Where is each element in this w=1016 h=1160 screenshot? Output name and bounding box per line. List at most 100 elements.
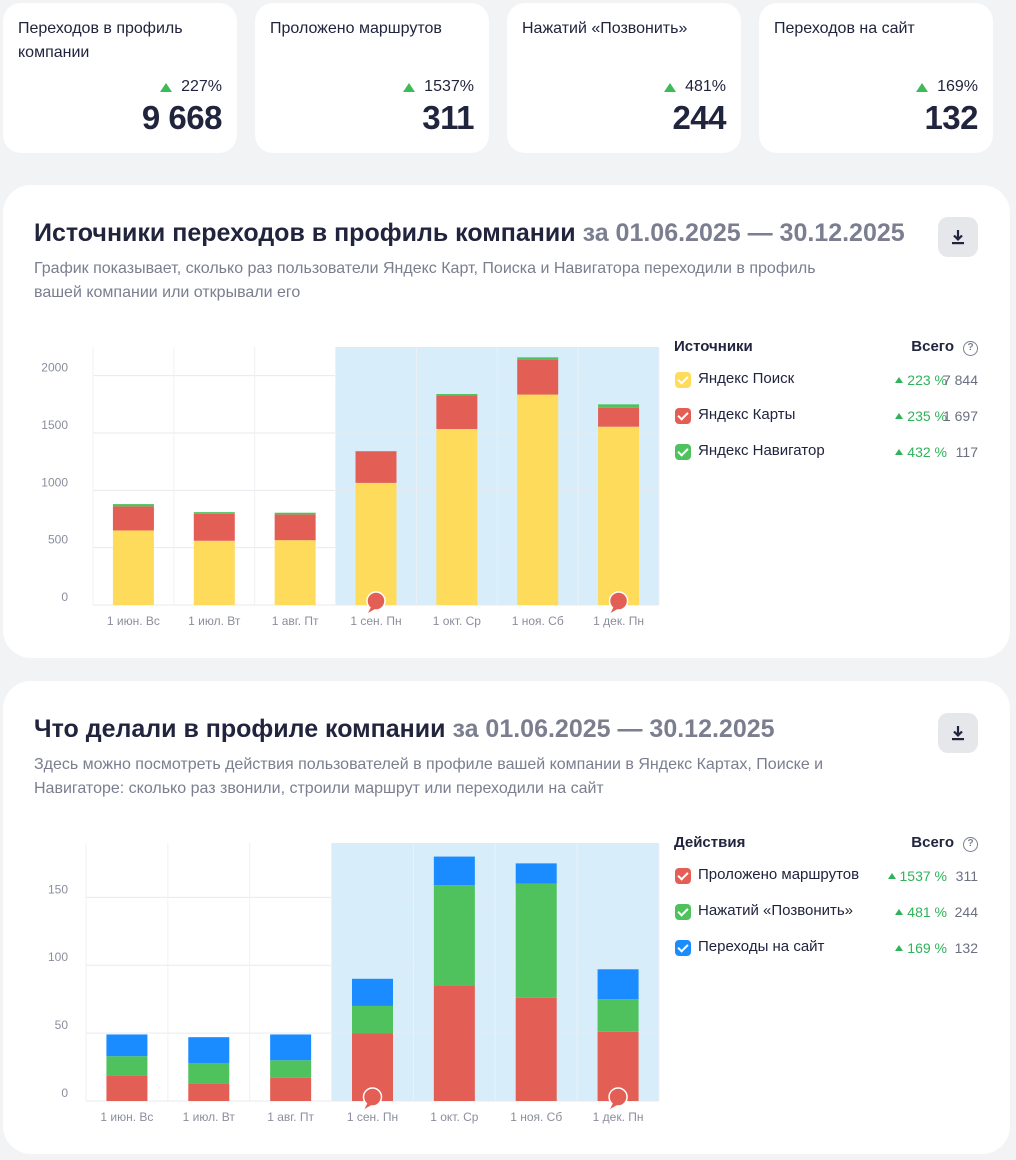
legend-total: 244	[954, 904, 978, 920]
bar-segment[interactable]	[517, 359, 559, 395]
bar-segment[interactable]	[106, 1034, 148, 1057]
download-button[interactable]	[938, 217, 978, 257]
legend-delta-value: 432 %	[907, 444, 947, 460]
bar-segment[interactable]	[515, 883, 557, 998]
bar-segment[interactable]	[106, 1075, 148, 1101]
bar-segment[interactable]	[112, 530, 154, 605]
arrow-up-icon	[916, 82, 929, 92]
bar-segment[interactable]	[355, 482, 397, 605]
bar-segment[interactable]	[517, 357, 559, 360]
bar-segment[interactable]	[515, 863, 557, 884]
stat-card-routes: Проложено маршрутов 1537% 311	[255, 3, 489, 153]
panel-title-text: Источники переходов в профиль компании	[34, 219, 576, 247]
legend-title: Действия	[674, 834, 746, 851]
bar-segment[interactable]	[598, 404, 640, 408]
bar-segment[interactable]	[193, 512, 235, 514]
legend-total-header: Всего	[911, 338, 954, 355]
comment-marker-icon[interactable]	[366, 591, 386, 613]
sources-legend: Источники Всего ? Яндекс Поиск 223 % 7 8…	[674, 338, 978, 470]
legend-item-search[interactable]: Яндекс Поиск 223 % 7 844	[674, 362, 978, 398]
bar-segment[interactable]	[270, 1077, 312, 1101]
x-tick-label: 1 дек. Пн	[593, 1110, 644, 1124]
legend-item-navigator[interactable]: Яндекс Навигатор 432 % 117	[674, 434, 978, 470]
bar-segment[interactable]	[355, 451, 397, 483]
bar-segment[interactable]	[274, 512, 316, 515]
panel-description: Здесь можно посмотреть действия пользова…	[34, 756, 824, 797]
download-icon	[952, 726, 964, 741]
legend-item-maps[interactable]: Яндекс Карты 235 % 1 697	[674, 398, 978, 434]
checkbox-icon[interactable]	[675, 904, 691, 920]
stats-row: Переходов в профиль компании 227% 9 668 …	[3, 3, 993, 153]
legend-label: Нажатий «Позвонить»	[698, 902, 854, 919]
y-tick-label: 50	[55, 1018, 69, 1032]
bar-segment[interactable]	[436, 395, 478, 429]
bar-segment[interactable]	[193, 540, 235, 605]
help-icon[interactable]: ?	[963, 837, 978, 852]
bar-segment[interactable]	[515, 997, 557, 1101]
stat-delta: 169%	[916, 78, 978, 96]
legend-delta: 169 %	[895, 940, 947, 956]
download-button[interactable]	[938, 713, 978, 753]
bar-segment[interactable]	[597, 969, 639, 1000]
panel-period: за 01.06.2025 — 30.12.2025	[452, 715, 775, 743]
bar-segment[interactable]	[436, 428, 478, 605]
y-tick-label: 500	[48, 533, 68, 547]
stat-title: Нажатий «Позвонить»	[522, 20, 688, 37]
x-tick-label: 1 ноя. Сб	[512, 614, 564, 628]
legend-label: Проложено маршрутов	[698, 866, 860, 883]
legend-item-routes[interactable]: Проложено маршрутов 1537 % 311	[674, 858, 978, 894]
bar-segment[interactable]	[517, 394, 559, 605]
bar-segment[interactable]	[433, 856, 475, 886]
legend-delta-value: 169 %	[907, 940, 947, 956]
bar-segment[interactable]	[598, 407, 640, 427]
legend-delta: 235 %	[895, 408, 947, 424]
stat-value: 9 668	[141, 99, 223, 136]
legend-total: 1 697	[942, 408, 978, 424]
bar-segment[interactable]	[112, 504, 154, 507]
bar-segment[interactable]	[188, 1083, 230, 1101]
checkbox-icon[interactable]	[675, 940, 691, 956]
legend-item-site[interactable]: Переходы на сайт 169 % 132	[674, 930, 978, 966]
legend-delta-value: 1537 %	[899, 868, 947, 884]
bar-segment[interactable]	[188, 1062, 230, 1084]
comment-marker-icon[interactable]	[608, 1087, 628, 1109]
stat-value: 132	[924, 99, 978, 136]
legend-total: 117	[955, 444, 978, 460]
bar-segment[interactable]	[433, 985, 475, 1101]
sources-panel: Источники переходов в профиль компании з…	[3, 185, 1010, 658]
bar-segment[interactable]	[352, 978, 393, 1006]
bar-segment[interactable]	[270, 1060, 312, 1078]
checkbox-icon[interactable]	[675, 372, 691, 388]
bar-segment[interactable]	[598, 426, 640, 605]
stat-delta-value: 1537%	[424, 78, 474, 95]
legend-total-header: Всего	[911, 834, 954, 851]
bar-segment[interactable]	[355, 451, 397, 452]
comment-marker-icon[interactable]	[608, 591, 629, 613]
comment-marker-icon[interactable]	[362, 1087, 383, 1109]
bar-segment[interactable]	[270, 1034, 312, 1061]
legend-delta: 223 %	[895, 372, 947, 388]
bar-segment[interactable]	[352, 1005, 393, 1034]
bar-segment[interactable]	[433, 885, 475, 986]
bar-segment[interactable]	[112, 506, 154, 531]
legend-item-calls[interactable]: Нажатий «Позвонить» 481 % 244	[674, 894, 978, 930]
checkbox-icon[interactable]	[675, 444, 691, 460]
bar-segment[interactable]	[597, 999, 639, 1032]
x-tick-label: 1 июн. Вс	[100, 1110, 153, 1124]
arrow-up-icon	[664, 82, 677, 92]
help-icon[interactable]: ?	[963, 341, 978, 356]
stat-card-profile-visits: Переходов в профиль компании 227% 9 668	[3, 3, 237, 153]
legend-total: 311	[955, 868, 978, 884]
y-tick-label: 1000	[41, 475, 68, 489]
checkbox-icon[interactable]	[675, 408, 691, 424]
y-tick-label: 2000	[41, 361, 68, 375]
bar-segment[interactable]	[106, 1056, 148, 1076]
bar-segment[interactable]	[436, 394, 478, 396]
bar-segment[interactable]	[193, 513, 235, 541]
bar-segment[interactable]	[274, 540, 316, 605]
legend-total: 132	[954, 940, 978, 956]
bar-segment[interactable]	[188, 1037, 230, 1063]
y-tick-label: 150	[48, 882, 68, 896]
checkbox-icon[interactable]	[675, 868, 691, 884]
bar-segment[interactable]	[274, 514, 316, 541]
